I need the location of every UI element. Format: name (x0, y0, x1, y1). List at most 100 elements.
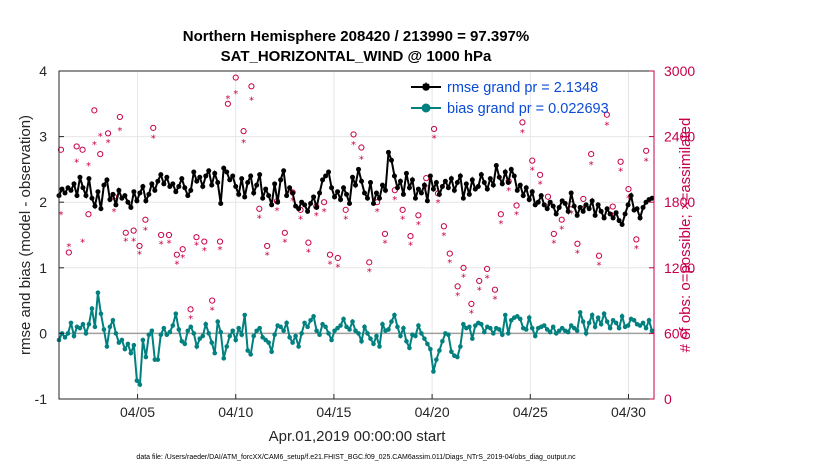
bias-point (92, 324, 98, 330)
rmse-point (571, 203, 577, 209)
bias-point (68, 320, 74, 326)
obs-possible-marker (57, 146, 65, 153)
bias-point (140, 337, 146, 343)
bias-point (299, 331, 304, 336)
obs-assimilated-marker: * (485, 274, 490, 285)
bias-point (398, 333, 403, 339)
rmse-point (155, 178, 161, 184)
rmse-point (487, 176, 493, 182)
rmse-point (128, 204, 134, 210)
rmse-point (275, 199, 281, 205)
obs-assimilated-marker: * (117, 126, 122, 137)
obs-assimilated-marker: * (634, 244, 639, 255)
rmse-point (607, 211, 613, 217)
obs-assimilated-marker: * (98, 131, 103, 142)
obs-possible-marker (513, 202, 520, 209)
y-right-tick-label: 600 (664, 325, 688, 341)
rmse-point (74, 193, 80, 199)
legend-entry-label: rmse grand pr = 2.1348 (447, 80, 598, 96)
rmse-point (158, 172, 164, 178)
rmse-point (323, 173, 329, 179)
legend-swatch-marker (422, 83, 430, 91)
bias-point (598, 321, 604, 327)
rmse-point (550, 203, 556, 209)
rmse-point (224, 169, 230, 175)
rmse-point (535, 199, 541, 205)
bias-point (508, 317, 514, 323)
rmse-point (622, 211, 628, 217)
obs-possible-marker (281, 229, 288, 236)
rmse-point (59, 186, 65, 192)
obs-assimilated-marker: * (569, 209, 574, 220)
rmse-point (565, 208, 571, 214)
bias-point (425, 341, 430, 347)
rmse-point (272, 181, 278, 187)
bias-point (113, 331, 119, 336)
rmse-point (200, 183, 206, 189)
obs-assimilated-marker: * (335, 263, 340, 274)
rmse-point (347, 201, 353, 207)
obs-assimilated-marker: * (432, 134, 437, 145)
rmse-point (493, 162, 499, 168)
rmse-point (266, 193, 272, 199)
bias-point (610, 317, 616, 323)
rmse-point (221, 165, 227, 171)
y-right-tick-label: 1800 (664, 194, 695, 210)
rmse-point (314, 204, 320, 210)
bias-point (395, 324, 400, 330)
y-right-tick-label: 2400 (664, 129, 695, 145)
bias-point (98, 311, 104, 317)
x-tick-label: 04/30 (611, 404, 646, 420)
rmse-point (394, 185, 400, 191)
rmse-point (140, 183, 146, 189)
obs-assimilated-marker: * (408, 241, 413, 252)
bias-point (449, 349, 454, 355)
obs-possible-marker (446, 250, 453, 257)
rmse-point (610, 215, 616, 221)
obs-assimilated-marker: * (166, 239, 171, 250)
obs-possible-marker (158, 231, 165, 239)
bias-point (595, 315, 601, 320)
bias-point (134, 378, 140, 383)
obs-assimilated-marker: * (249, 95, 254, 106)
obs-assimilated-marker: * (274, 206, 279, 217)
bias-point (559, 325, 565, 331)
rmse-point (95, 189, 101, 195)
rmse-point (598, 208, 604, 214)
rmse-point (562, 201, 568, 207)
obs-possible-marker (150, 124, 157, 131)
legend-swatch-marker (421, 103, 431, 113)
obs-possible-marker (476, 277, 483, 285)
obs-assimilated-marker: * (551, 239, 556, 250)
bias-point (577, 310, 583, 315)
rmse-point (613, 210, 619, 216)
bias-point (257, 325, 262, 331)
obs-possible-marker (558, 216, 565, 223)
rmse-point (556, 204, 562, 210)
obs-possible-marker (350, 131, 357, 138)
bias-point (496, 327, 502, 332)
obs-possible-marker (97, 150, 104, 158)
rmse-point (182, 185, 188, 191)
bias-point (155, 357, 161, 362)
obs-possible-marker (358, 144, 365, 151)
bias-point (296, 344, 301, 349)
bias-point (272, 332, 277, 338)
rmse-point (541, 202, 547, 208)
rmse-point (356, 166, 362, 172)
legend-swatch-star: * (422, 81, 430, 97)
bias-point (302, 320, 307, 326)
bias-point (320, 321, 325, 327)
obs-assimilated-marker: * (359, 154, 364, 165)
bias-point (649, 328, 655, 334)
bias-point (233, 337, 239, 343)
bias-point (179, 338, 185, 344)
rmse-point (517, 182, 523, 188)
bias-point (502, 312, 508, 318)
bias-point (568, 323, 574, 328)
rmse-point (209, 182, 215, 188)
bias-point (146, 332, 152, 338)
rmse-point (496, 174, 502, 180)
bias-point (371, 341, 376, 347)
